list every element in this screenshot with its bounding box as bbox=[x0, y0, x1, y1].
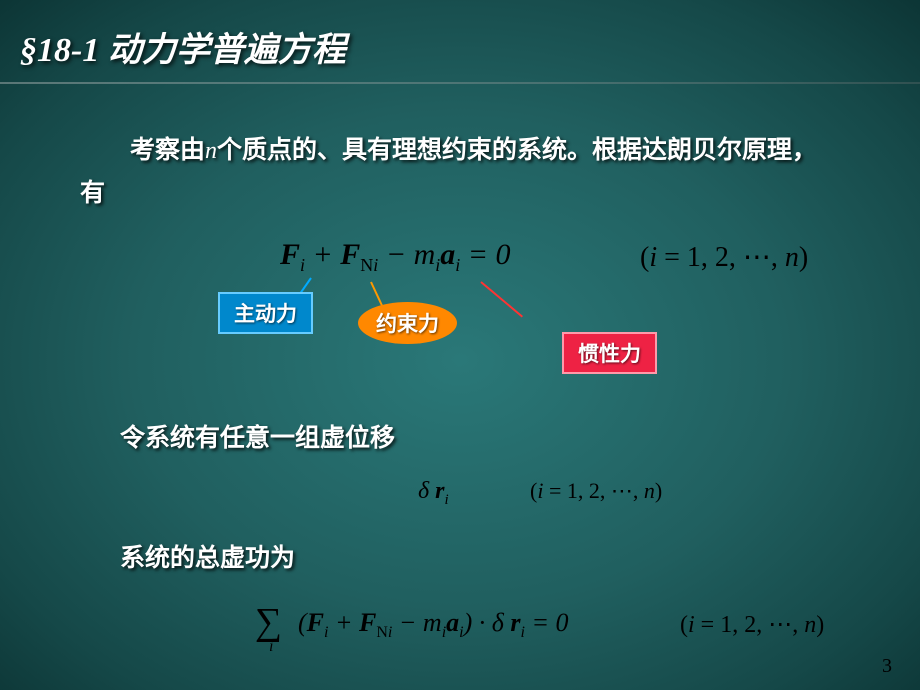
eq3-FNi: F bbox=[359, 608, 376, 637]
paragraph-1: 考察由n个质点的、具有理想约束的系统。根据达朗贝尔原理，有 bbox=[80, 130, 820, 215]
eq1-Fi: F bbox=[280, 238, 300, 271]
title-divider bbox=[0, 82, 920, 84]
equation-3-index: (i = 1, 2, ⋯, n) bbox=[680, 610, 824, 639]
equation-1-index: (i = 1, 2, ⋯, n) bbox=[640, 240, 808, 274]
eq3-plus: + bbox=[328, 608, 359, 637]
equation-1: Fi + FNi − miai = 0 bbox=[280, 238, 511, 276]
eq3-m: m bbox=[423, 608, 442, 637]
equation-3-sigma: ∑ i bbox=[255, 600, 282, 644]
eq3-a: a bbox=[446, 608, 459, 637]
eq3-sub-N: N bbox=[376, 624, 388, 641]
eq3-eqzero: = 0 bbox=[525, 608, 569, 637]
eq2-sub-i: i bbox=[445, 492, 449, 508]
para1-n: n bbox=[205, 138, 217, 164]
eq3-delta: δ bbox=[492, 608, 511, 637]
eq2-delta: δ bbox=[418, 478, 435, 504]
eq1-plus: + bbox=[305, 238, 340, 271]
eq1-sub-N: N bbox=[360, 255, 373, 275]
label-constraint-force: 约束力 bbox=[358, 302, 457, 344]
eq3-rparen: ) bbox=[464, 608, 473, 637]
eq3-sigma-sub: i bbox=[269, 638, 273, 656]
label-active-force: 主动力 bbox=[218, 292, 313, 334]
eq3-Fi: F bbox=[307, 608, 324, 637]
equation-2: δ ri bbox=[418, 478, 449, 509]
eq1-minus: − bbox=[378, 238, 413, 271]
equation-2-index: (i = 1, 2, ⋯, n) bbox=[530, 478, 662, 504]
paragraph-3: 系统的总虚功为 bbox=[120, 538, 295, 574]
eq3-minus: − bbox=[392, 608, 423, 637]
eq3-dot: · bbox=[472, 608, 492, 637]
label-inertia-force: 惯性力 bbox=[562, 332, 657, 374]
eq3-sigma-sym: ∑ bbox=[255, 601, 282, 643]
eq1-eqzero: = 0 bbox=[460, 238, 510, 271]
para1-prefix: 考察由 bbox=[80, 137, 205, 164]
eq1-a: a bbox=[440, 238, 455, 271]
eq3-r: r bbox=[510, 608, 520, 637]
eq1-FNi: F bbox=[340, 238, 360, 271]
paragraph-2: 令系统有任意一组虚位移 bbox=[120, 418, 395, 454]
eq1-m: m bbox=[414, 238, 436, 271]
equation-3: (Fi + FNi − miai) · δ ri = 0 bbox=[298, 608, 569, 642]
eq3-lparen: ( bbox=[298, 608, 307, 637]
slide-title: §18-1 动力学普遍方程 bbox=[20, 22, 346, 71]
page-number: 3 bbox=[882, 655, 892, 678]
eq2-r: r bbox=[435, 478, 444, 504]
pointer-line-inertia bbox=[480, 281, 523, 317]
